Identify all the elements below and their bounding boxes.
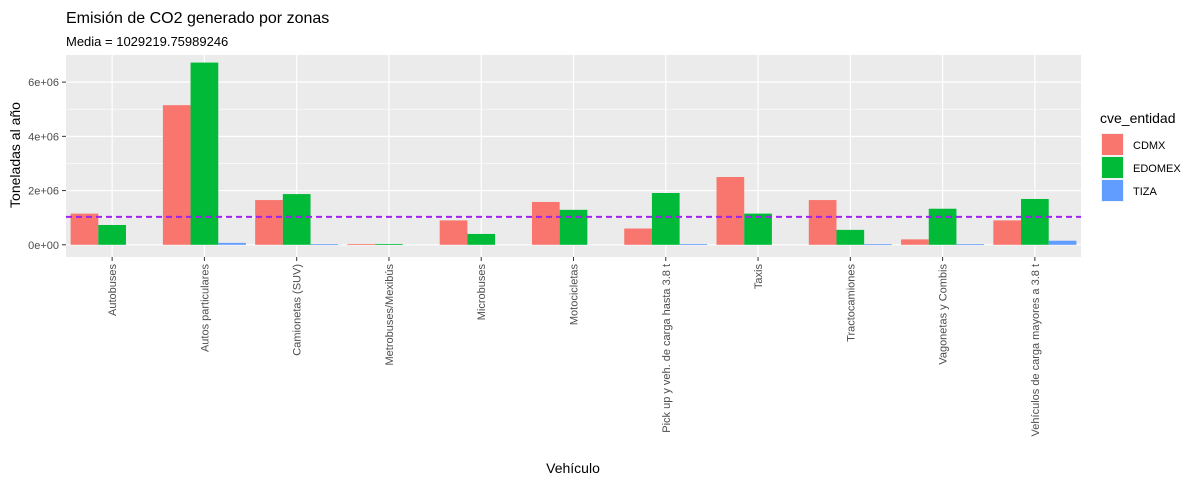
bar-edomex xyxy=(651,193,680,245)
bar-edomex xyxy=(1021,198,1049,245)
bar-cdmx xyxy=(808,200,837,245)
y-axis-label: Toneladas al año xyxy=(7,102,23,208)
legend-swatch-edomex xyxy=(1102,157,1123,178)
bar-cdmx xyxy=(162,105,191,245)
plot-panel xyxy=(66,55,1081,257)
x-tick-label: Autos particulares xyxy=(199,264,211,353)
y-tick-label: 0e+00 xyxy=(28,240,59,252)
bar-cdmx xyxy=(624,228,652,245)
bar-edomex xyxy=(190,62,219,245)
bar-cdmx xyxy=(531,201,560,245)
legend-swatch-tiza xyxy=(1102,180,1123,201)
bar-cdmx xyxy=(901,239,929,245)
bar-edomex xyxy=(928,208,957,245)
bar-edomex xyxy=(375,243,403,245)
bar-cdmx xyxy=(716,177,745,245)
x-axis-label: Vehículo xyxy=(546,460,600,476)
bar-tiza xyxy=(679,243,708,245)
legend-label: TIZA xyxy=(1133,186,1157,198)
bar-tiza xyxy=(956,244,985,246)
x-tick-label: Vehículos de carga mayores a 3.8 t xyxy=(1030,264,1042,436)
bar-edomex xyxy=(467,233,496,245)
x-axis: Autobuses Autos particulares Camionetas (S… xyxy=(107,257,1042,436)
bar-cdmx xyxy=(993,220,1022,245)
bar-edomex xyxy=(282,194,311,245)
x-tick-label: Autobuses xyxy=(107,264,119,316)
bar-edomex xyxy=(744,213,772,245)
x-tick-label: Vagonetas y Combis xyxy=(938,264,950,365)
bar-edomex xyxy=(836,229,865,245)
bar-tiza xyxy=(310,244,339,246)
x-tick-label: Microbuses xyxy=(476,264,488,321)
legend-label: CDMX xyxy=(1133,140,1166,152)
bar-edomex xyxy=(98,225,126,245)
x-tick-label: Tractocamiones xyxy=(845,264,857,342)
x-tick-label: Metrobuses/Mexibús xyxy=(384,264,396,366)
bar-cdmx xyxy=(70,213,99,245)
x-tick-label: Motocicletas xyxy=(569,264,581,326)
bar-edomex xyxy=(559,209,588,245)
x-tick-label: Taxis xyxy=(753,264,765,290)
bar-cdmx xyxy=(255,200,283,245)
y-tick-label: 6e+06 xyxy=(28,77,59,89)
y-tick-label: 2e+06 xyxy=(28,186,59,198)
legend-label: EDOMEX xyxy=(1133,163,1181,175)
bar-cdmx xyxy=(347,243,376,245)
bar-tiza xyxy=(218,242,246,245)
y-tick-label: 4e+06 xyxy=(28,131,59,143)
legend: cve_entidad CDMX EDOMEX TIZA xyxy=(1100,110,1181,202)
bar-tiza xyxy=(1048,240,1077,245)
legend-swatch-cdmx xyxy=(1102,134,1123,155)
x-tick-label: Pick up y veh. de carga hasta 3.8 t xyxy=(661,264,673,433)
y-axis: 0e+00 2e+06 4e+06 6e+06 xyxy=(28,77,66,252)
legend-title: cve_entidad xyxy=(1100,110,1176,126)
chart-subtitle: Media = 1029219.75989246 xyxy=(66,34,228,49)
bar-tiza xyxy=(864,244,892,246)
bar-cdmx xyxy=(439,220,468,245)
x-tick-label: Camionetas (SUV) xyxy=(292,264,304,356)
chart-title: Emisión de CO2 generado por zonas xyxy=(66,10,329,27)
